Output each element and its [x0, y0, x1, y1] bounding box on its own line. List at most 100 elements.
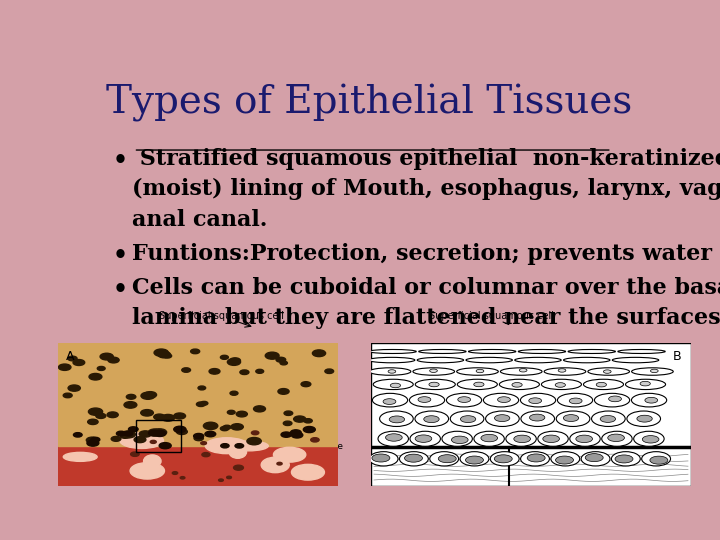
Circle shape [528, 398, 541, 403]
Ellipse shape [592, 411, 625, 427]
Circle shape [153, 429, 166, 436]
Ellipse shape [581, 451, 610, 466]
Circle shape [585, 454, 603, 462]
Circle shape [159, 443, 171, 449]
Ellipse shape [568, 349, 616, 354]
Circle shape [645, 397, 657, 403]
Ellipse shape [474, 431, 504, 446]
Text: Funtions:Protection, secretion; prevents water loss.: Funtions:Protection, secretion; prevents… [132, 243, 720, 265]
Circle shape [498, 397, 510, 402]
Circle shape [233, 465, 243, 470]
Circle shape [311, 438, 319, 442]
Circle shape [150, 440, 156, 443]
Circle shape [390, 383, 400, 388]
Circle shape [198, 386, 206, 390]
Ellipse shape [460, 451, 489, 466]
Ellipse shape [369, 451, 398, 466]
Ellipse shape [588, 368, 629, 375]
Circle shape [172, 471, 178, 475]
Circle shape [91, 437, 100, 442]
Ellipse shape [442, 431, 472, 446]
Circle shape [301, 382, 311, 387]
Text: Connective tissue: Connective tissue [432, 442, 513, 451]
Circle shape [204, 422, 217, 429]
Ellipse shape [120, 433, 163, 448]
Circle shape [290, 430, 301, 435]
Ellipse shape [506, 431, 536, 446]
Ellipse shape [483, 393, 518, 407]
Circle shape [603, 370, 611, 373]
Circle shape [220, 427, 229, 431]
Ellipse shape [627, 411, 660, 427]
Ellipse shape [521, 411, 554, 427]
Circle shape [283, 421, 292, 426]
Circle shape [148, 430, 159, 436]
Circle shape [124, 431, 132, 436]
Circle shape [558, 369, 566, 372]
Circle shape [430, 369, 437, 373]
Text: Basement membrane: Basement membrane [245, 442, 343, 451]
Ellipse shape [634, 431, 664, 446]
Circle shape [383, 399, 396, 404]
Ellipse shape [63, 453, 97, 461]
Circle shape [174, 426, 186, 433]
Ellipse shape [274, 447, 306, 462]
Ellipse shape [205, 438, 248, 454]
Circle shape [100, 353, 113, 360]
Circle shape [476, 369, 484, 373]
Ellipse shape [400, 451, 428, 466]
Circle shape [253, 406, 266, 412]
Circle shape [429, 382, 439, 387]
Text: Cells can be cuboidal or columnar over the basal: Cells can be cuboidal or columnar over t… [132, 277, 720, 299]
Circle shape [181, 368, 191, 372]
Circle shape [642, 436, 659, 443]
Ellipse shape [541, 379, 582, 389]
Circle shape [466, 456, 483, 464]
Circle shape [200, 401, 208, 405]
Circle shape [161, 414, 175, 421]
Circle shape [265, 352, 279, 359]
Circle shape [134, 437, 146, 443]
Text: •: • [112, 148, 127, 172]
Ellipse shape [626, 379, 665, 389]
Ellipse shape [631, 368, 673, 375]
Circle shape [474, 382, 484, 387]
Circle shape [390, 416, 405, 423]
Circle shape [58, 364, 71, 370]
Circle shape [247, 437, 261, 445]
Ellipse shape [583, 379, 624, 389]
Ellipse shape [564, 357, 610, 363]
Text: 4-13: 4-13 [593, 453, 634, 470]
Ellipse shape [379, 411, 413, 427]
Circle shape [228, 359, 240, 366]
Text: Stratified squamous epithelial  non-keratinized: Stratified squamous epithelial non-kerat… [132, 148, 720, 170]
Circle shape [191, 349, 199, 354]
Ellipse shape [292, 464, 325, 480]
Ellipse shape [557, 411, 590, 427]
Circle shape [650, 456, 668, 464]
Ellipse shape [485, 411, 519, 427]
Ellipse shape [457, 379, 498, 389]
Ellipse shape [521, 451, 549, 466]
Ellipse shape [369, 349, 416, 354]
Circle shape [68, 356, 77, 361]
Circle shape [451, 436, 468, 443]
Text: A: A [66, 350, 75, 363]
Ellipse shape [372, 393, 408, 407]
Circle shape [209, 369, 220, 374]
Circle shape [87, 440, 99, 446]
Circle shape [205, 431, 216, 437]
Circle shape [201, 442, 207, 444]
Ellipse shape [518, 349, 566, 354]
Circle shape [63, 393, 72, 398]
Circle shape [221, 444, 229, 448]
Circle shape [481, 434, 498, 442]
Circle shape [294, 416, 306, 422]
Ellipse shape [261, 457, 289, 472]
Ellipse shape [415, 379, 455, 389]
Text: •: • [112, 243, 127, 267]
Polygon shape [58, 426, 338, 486]
Circle shape [570, 398, 582, 404]
Ellipse shape [618, 349, 665, 354]
Circle shape [174, 413, 186, 419]
